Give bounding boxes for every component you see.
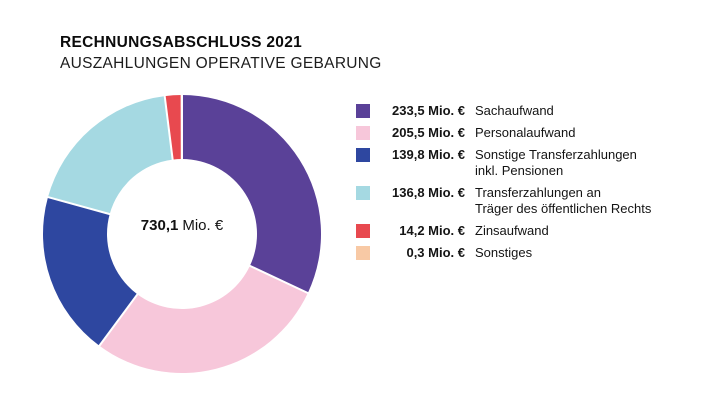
donut-segment-zinsaufwand xyxy=(164,95,182,160)
segment-separator xyxy=(247,264,311,295)
donut-chart xyxy=(43,92,322,374)
donut-chart-area: 730,1 Mio. € xyxy=(32,84,332,384)
donut-segment-personalaufwand xyxy=(99,265,308,374)
donut-segment-transferzahlungen-traeger xyxy=(47,96,173,215)
segment-separator xyxy=(163,93,174,162)
legend-item-sachaufwand: 233,5 Mio. € Sachaufwand xyxy=(356,103,651,119)
legend-swatch xyxy=(356,246,370,260)
legend-label: Sonstiges xyxy=(475,245,533,260)
page-title: RECHNUNGSABSCHLUSS 2021 xyxy=(60,34,303,51)
legend-label: Personalaufwand xyxy=(475,125,576,140)
legend-value: 233,5 Mio. € xyxy=(392,103,465,118)
legend-value: 205,5 Mio. € xyxy=(392,125,465,140)
legend-label: Sachaufwand xyxy=(475,103,554,118)
legend-label: Sonstige Transferzahlungen inkl. Pensione… xyxy=(475,147,637,178)
donut-segment-sachaufwand xyxy=(182,95,322,294)
chart-legend: 233,5 Mio. € Sachaufwand 205,5 Mio. € Perso… xyxy=(356,103,651,267)
page-header: RECHNUNGSABSCHLUSS 2021 AUSZAHLUNGEN OPE… xyxy=(60,32,382,74)
legend-swatch xyxy=(356,186,370,200)
legend-value: 136,8 Mio. € xyxy=(392,185,465,200)
legend-item-personalaufwand: 205,5 Mio. € Personalaufwand xyxy=(356,125,651,141)
legend-label: Transferzahlungen an Träger des öffentlic… xyxy=(475,185,652,216)
legend-item-sonstiges: 0,3 Mio. € Sonstiges xyxy=(356,245,651,261)
segment-separator xyxy=(97,292,140,348)
legend-value: 0,3 Mio. € xyxy=(406,245,465,260)
legend-value: 14,2 Mio. € xyxy=(399,223,465,238)
legend-value: 139,8 Mio. € xyxy=(392,147,465,162)
legend-label: Zinsaufwand xyxy=(475,223,549,238)
donut-segment-sonstige-transferzahlungen xyxy=(43,197,138,346)
segment-separator xyxy=(45,195,112,216)
legend-item-sonstige-transferzahlungen: 139,8 Mio. € Sonstige Transferzahlungen in… xyxy=(356,147,651,179)
legend-swatch xyxy=(356,126,370,140)
legend-item-zinsaufwand: 14,2 Mio. € Zinsaufwand xyxy=(356,223,651,239)
legend-item-transferzahlungen-traeger: 136,8 Mio. € Transferzahlungen an Träger d… xyxy=(356,185,651,217)
legend-swatch xyxy=(356,104,370,118)
legend-swatch xyxy=(356,224,370,238)
page-subtitle: AUSZAHLUNGEN OPERATIVE GEBARUNG xyxy=(60,55,382,72)
legend-swatch xyxy=(356,148,370,162)
